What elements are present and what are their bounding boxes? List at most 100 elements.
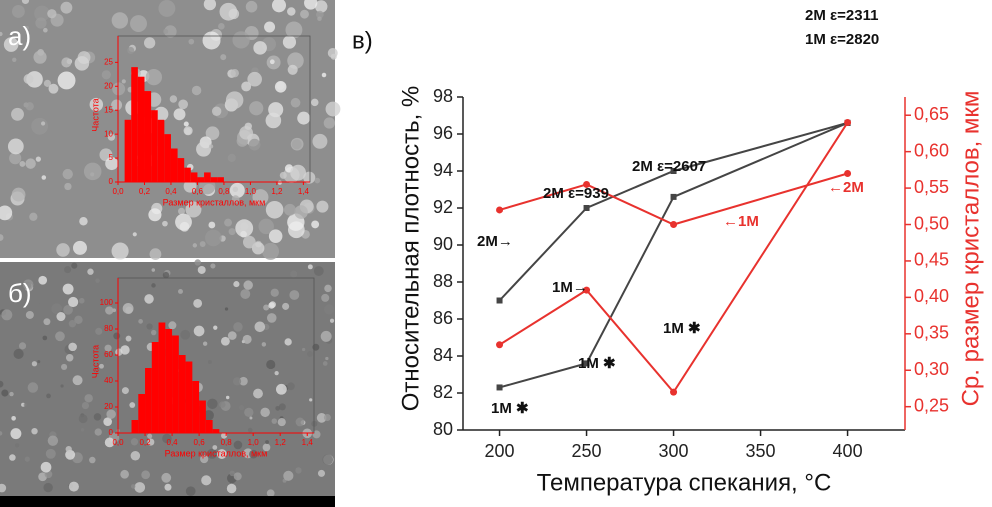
grain — [62, 168, 73, 180]
grain — [294, 205, 308, 219]
grain — [93, 413, 102, 421]
grain — [68, 342, 77, 352]
y-tick-label: 94 — [433, 160, 453, 180]
y2-tick-label: 0,55 — [914, 177, 949, 197]
grain — [61, 57, 72, 68]
grain — [295, 417, 305, 427]
grain — [64, 266, 72, 274]
grain — [1, 309, 13, 321]
grain — [191, 85, 202, 96]
y-tick-label: 90 — [433, 234, 453, 254]
point — [583, 286, 591, 294]
grain — [161, 472, 172, 483]
grain — [241, 81, 252, 92]
grain — [147, 438, 155, 446]
grain — [242, 334, 252, 344]
annotation: 2M ε=2311 — [805, 7, 878, 24]
annotation: 1M ε=2820 — [805, 31, 879, 48]
grain — [317, 469, 326, 477]
panel-label: а) — [8, 21, 31, 51]
grain — [81, 401, 90, 410]
y-tick-label: 25 — [104, 57, 113, 66]
grain — [321, 72, 327, 78]
grain — [239, 405, 245, 411]
grain — [24, 456, 30, 462]
grain — [325, 101, 341, 117]
grain — [10, 428, 22, 440]
grain — [266, 313, 277, 323]
x-tick-label: 200 — [485, 441, 515, 461]
grain — [46, 393, 51, 399]
grain — [151, 268, 156, 272]
panel-label: в) — [352, 27, 373, 54]
grain — [207, 398, 218, 410]
grain — [1, 389, 9, 397]
grain — [316, 10, 324, 19]
hist-bar — [197, 177, 205, 182]
grain — [37, 360, 41, 364]
grain — [68, 296, 79, 308]
grain — [23, 403, 27, 407]
grain — [295, 467, 302, 474]
grain — [207, 448, 218, 459]
y-tick-label: 96 — [433, 123, 453, 143]
grain — [29, 212, 38, 221]
grain — [327, 48, 338, 59]
grain — [149, 248, 162, 260]
grain — [243, 280, 253, 290]
grain — [208, 144, 214, 149]
grain — [290, 97, 301, 108]
x-tick-label: 1,4 — [298, 187, 310, 196]
grain — [230, 69, 239, 78]
grain — [232, 31, 250, 49]
grain — [83, 162, 102, 181]
y-axis-title: Частота — [90, 345, 100, 378]
y-tick-label: 10 — [104, 129, 113, 138]
grain — [151, 283, 156, 288]
grain — [79, 217, 88, 226]
hist-bar — [151, 342, 159, 433]
grain — [304, 0, 318, 10]
grain — [130, 484, 136, 489]
grain — [289, 290, 300, 300]
grain — [0, 234, 4, 242]
grain — [9, 152, 22, 165]
grain — [65, 446, 72, 453]
hist-bar — [190, 172, 198, 182]
grain — [242, 235, 256, 249]
annotation: ←2M — [828, 179, 864, 196]
hist-bar — [210, 177, 218, 182]
grain — [125, 335, 132, 342]
grain — [278, 403, 286, 411]
grain — [130, 15, 147, 33]
grain — [107, 133, 116, 141]
y-tick-label: 20 — [104, 81, 113, 90]
grain — [145, 68, 163, 86]
grain — [262, 443, 271, 452]
grain — [134, 482, 146, 493]
grain — [287, 64, 298, 75]
grain — [33, 50, 47, 64]
x-tick-label: 0,4 — [167, 438, 179, 447]
grain — [61, 363, 68, 371]
grain — [138, 319, 143, 324]
grain — [232, 186, 239, 192]
grain — [68, 481, 79, 492]
grain — [311, 220, 320, 229]
grain — [248, 138, 261, 151]
grain — [252, 189, 269, 206]
grain — [290, 270, 298, 278]
grain — [89, 456, 96, 464]
grain — [188, 38, 195, 45]
grain — [121, 387, 129, 395]
grain — [72, 375, 83, 386]
grain — [322, 361, 328, 366]
grain — [265, 440, 269, 444]
grain — [193, 325, 205, 337]
grain — [196, 141, 212, 157]
x-tick-label: 0,0 — [112, 438, 124, 447]
hist-bar — [217, 177, 224, 182]
grain — [221, 432, 228, 439]
grain — [260, 407, 270, 418]
grain — [265, 200, 284, 219]
